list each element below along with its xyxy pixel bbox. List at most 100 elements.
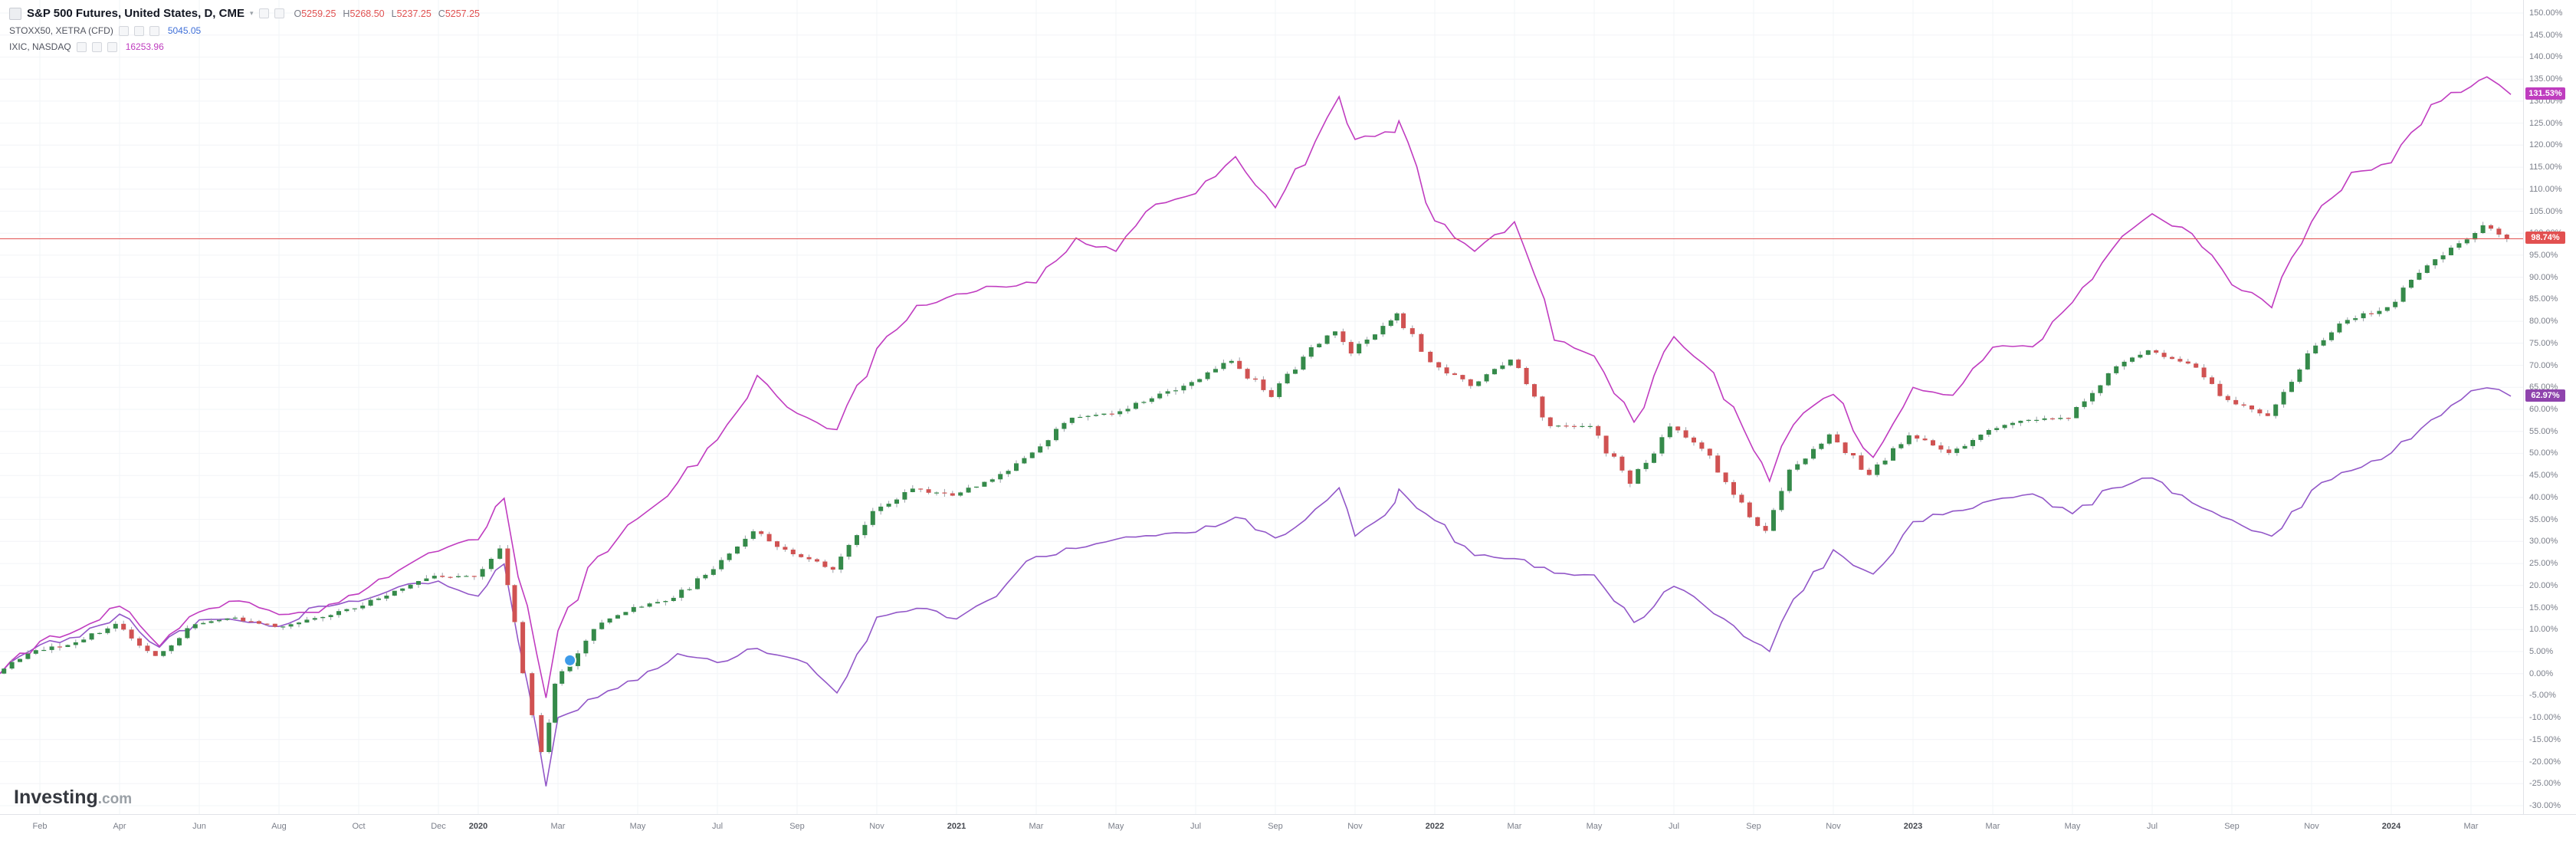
price-axis-label: 140.00% — [2529, 52, 2563, 61]
price-axis-label: 70.00% — [2529, 361, 2558, 370]
chart-plot-area[interactable] — [0, 0, 2523, 814]
price-axis-label: 95.00% — [2529, 251, 2558, 260]
price-axis-label: 90.00% — [2529, 273, 2558, 282]
time-axis-label: May — [2064, 822, 2081, 831]
price-badge: 131.53% — [2525, 87, 2565, 100]
price-axis-label: -30.00% — [2529, 801, 2561, 810]
time-axis-label: Nov — [1347, 822, 1363, 831]
open-value: 5259.25 — [301, 8, 336, 19]
time-axis-label: Mar — [550, 822, 566, 831]
time-axis-label: Mar — [1029, 822, 1044, 831]
time-axis-label: 2020 — [468, 822, 488, 831]
price-axis-label: 110.00% — [2529, 185, 2562, 194]
price-axis-label: 20.00% — [2529, 581, 2558, 590]
visibility-icon[interactable] — [118, 25, 129, 36]
price-badge: 98.74% — [2525, 232, 2565, 244]
price-axis-label: 0.00% — [2529, 669, 2554, 678]
close-label: C — [438, 8, 445, 19]
chevron-down-icon[interactable]: ▾ — [249, 9, 254, 17]
visibility-icon[interactable] — [258, 8, 269, 18]
price-axis-label: 45.00% — [2529, 471, 2558, 480]
time-axis-label: Aug — [271, 822, 287, 831]
time-axis-label: 2024 — [2381, 822, 2401, 831]
price-axis-label: 50.00% — [2529, 448, 2558, 458]
time-axis-label: Dec — [431, 822, 446, 831]
settings-icon[interactable] — [133, 25, 144, 36]
price-axis-label: 145.00% — [2529, 31, 2563, 40]
price-axis-label: 35.00% — [2529, 515, 2558, 524]
time-axis-label: 2022 — [1425, 822, 1445, 831]
time-axis-label: Nov — [2304, 822, 2319, 831]
compare-symbol-title[interactable]: IXIC, NASDAQ — [9, 41, 71, 52]
price-axis-label: 40.00% — [2529, 493, 2558, 502]
time-axis-label: Jul — [1668, 822, 1680, 831]
close-icon[interactable] — [107, 41, 117, 52]
price-axis[interactable]: 150.00% 145.00% 140.00% 135.00% 130.00% 125.0… — [2523, 0, 2576, 814]
time-axis[interactable]: Feb Apr Jun Aug Oct Dec 2020 Mar May Jul Sep Nov 202… — [0, 814, 2576, 844]
ohlc-readout: O5259.25 H5268.50 L5237.25 C5257.25 — [294, 8, 481, 19]
time-axis-label: Nov — [1826, 822, 1841, 831]
price-axis-label: 60.00% — [2529, 405, 2558, 414]
settings-icon[interactable] — [274, 8, 284, 18]
price-axis-label: 75.00% — [2529, 339, 2558, 348]
close-value: 5257.25 — [445, 8, 480, 19]
time-axis-label: Nov — [869, 822, 884, 831]
price-axis-label: -5.00% — [2529, 691, 2556, 700]
price-axis-label: 10.00% — [2529, 625, 2558, 634]
high-value: 5268.50 — [349, 8, 385, 19]
time-axis-label: Sep — [1268, 822, 1283, 831]
price-axis-label: 125.00% — [2529, 119, 2563, 128]
price-axis-label: 115.00% — [2529, 163, 2562, 172]
investing-logo-tld: .com — [97, 791, 133, 807]
price-axis-label: -15.00% — [2529, 735, 2561, 744]
time-axis-label: Mar — [1985, 822, 2000, 831]
price-axis-label: 120.00% — [2529, 140, 2563, 149]
chart-legend: S&P 500 Futures, United States, D, CME ▾… — [9, 7, 480, 57]
price-axis-label: 85.00% — [2529, 294, 2558, 304]
price-axis-label: -20.00% — [2529, 757, 2561, 767]
price-axis-label: 150.00% — [2529, 8, 2563, 18]
event-marker-icon — [563, 653, 577, 667]
time-axis-label: Apr — [113, 822, 126, 831]
compare-symbol-value: 5045.05 — [167, 25, 202, 36]
price-axis-label: 30.00% — [2529, 537, 2558, 546]
time-axis-label: Mar — [2463, 822, 2479, 831]
price-axis-label: 135.00% — [2529, 74, 2563, 84]
price-axis-label: 80.00% — [2529, 317, 2558, 326]
legend-row-sp500: S&P 500 Futures, United States, D, CME ▾… — [9, 7, 480, 20]
close-icon[interactable] — [149, 25, 159, 36]
price-badge: 62.97% — [2525, 389, 2565, 402]
time-axis-label: Jun — [192, 822, 206, 831]
visibility-icon[interactable] — [76, 41, 87, 52]
open-label: O — [294, 8, 302, 19]
high-label: H — [343, 8, 350, 19]
investing-logo-name: Investing — [14, 787, 98, 808]
time-axis-label: Sep — [1746, 822, 1761, 831]
settings-icon[interactable] — [91, 41, 102, 52]
time-axis-label: Sep — [2224, 822, 2240, 831]
investing-logo[interactable]: Investing.com — [14, 787, 132, 809]
compare-symbol-title[interactable]: STOXX50, XETRA (CFD) — [9, 25, 113, 36]
time-axis-label: Feb — [32, 822, 48, 831]
legend-row-nasdaq: IXIC, NASDAQ 16253.96 — [9, 41, 480, 52]
time-axis-label: May — [629, 822, 646, 831]
compare-symbol-value: 16253.96 — [125, 41, 164, 52]
time-axis-label: May — [1586, 822, 1603, 831]
price-axis-label: 15.00% — [2529, 603, 2558, 612]
symbol-logo-icon — [9, 7, 21, 20]
price-axis-label: 5.00% — [2529, 647, 2554, 656]
time-axis-label: Sep — [789, 822, 805, 831]
time-axis-label: 2021 — [947, 822, 966, 831]
time-axis-label: Mar — [1507, 822, 1522, 831]
symbol-title[interactable]: S&P 500 Futures, United States, D, CME — [27, 7, 244, 20]
price-axis-label: -25.00% — [2529, 779, 2561, 788]
time-axis-label: Jul — [1190, 822, 1202, 831]
legend-row-stoxx50: STOXX50, XETRA (CFD) 5045.05 — [9, 25, 480, 36]
low-value: 5237.25 — [396, 8, 432, 19]
time-axis-label: Jul — [711, 822, 724, 831]
time-axis-label: May — [1108, 822, 1124, 831]
price-axis-label: 55.00% — [2529, 427, 2558, 436]
time-axis-label: 2023 — [1903, 822, 1923, 831]
time-axis-label: Jul — [2146, 822, 2158, 831]
low-label: L — [391, 8, 397, 19]
